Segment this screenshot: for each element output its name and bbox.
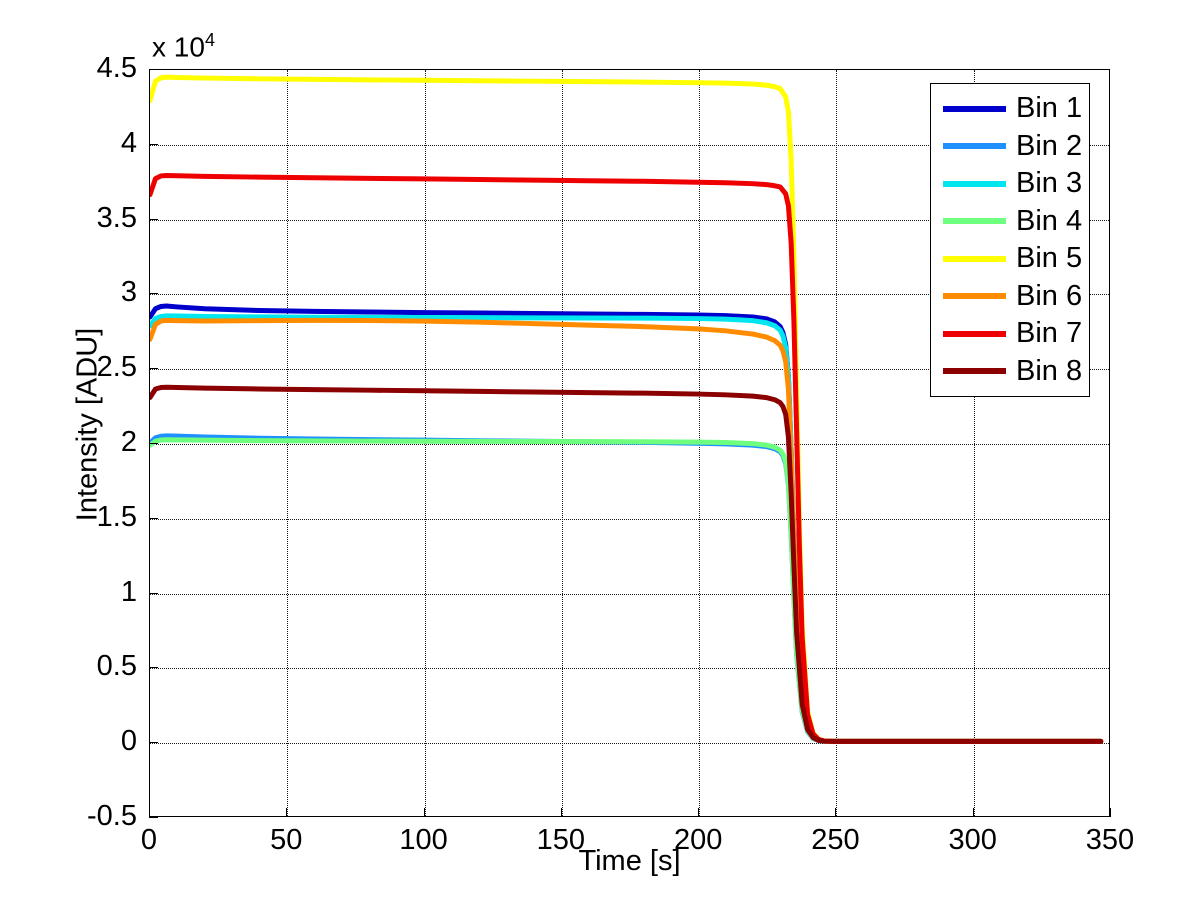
- x-tickmark: [423, 808, 425, 817]
- series-line-bin-4: [150, 437, 1104, 744]
- y-tickmark: [149, 293, 158, 295]
- x-tick-label: 100: [399, 824, 448, 856]
- x-axis-title: Time [s]: [578, 845, 681, 877]
- y-tick-label: -0.5: [87, 800, 137, 832]
- y-tickmark: [149, 592, 158, 594]
- legend-entry-bin-6[interactable]: Bin 6: [931, 278, 1089, 316]
- y-tickmark: [149, 218, 158, 220]
- x-tick-label: 0: [140, 824, 158, 856]
- legend-color-swatch: [943, 330, 1006, 337]
- y-tickmark: [149, 443, 158, 444]
- y-axis-title: Intensity [ADU]: [71, 327, 104, 522]
- legend: Bin 1 Bin 2 Bin 3 Bin 4 Bin 5 Bin 6 Bin 7 Bin 8: [930, 83, 1090, 397]
- x-tickmark: [972, 808, 974, 817]
- x-tickmark: [835, 808, 837, 817]
- y-tickmark: [149, 368, 158, 370]
- legend-color-swatch: [943, 218, 1006, 225]
- legend-label: Bin 5: [1016, 242, 1083, 275]
- x-tickmark: [698, 808, 700, 817]
- legend-label: Bin 2: [1016, 129, 1083, 162]
- y-tick-label: 0.5: [96, 650, 137, 683]
- exponent-mantissa: x 10: [152, 31, 205, 63]
- x-tick-label: 50: [270, 824, 303, 856]
- legend-color-swatch: [943, 180, 1006, 187]
- legend-color-swatch: [943, 255, 1006, 262]
- legend-label: Bin 8: [1016, 354, 1083, 387]
- exponent-power: 4: [204, 30, 215, 50]
- legend-label: Bin 1: [1016, 92, 1083, 125]
- y-tick-label: 3.5: [96, 201, 137, 234]
- y-tick-label: 3: [120, 276, 137, 309]
- x-tickmark: [286, 808, 288, 817]
- legend-entry-bin-7[interactable]: Bin 7: [931, 315, 1089, 353]
- x-tick-label: 250: [811, 824, 860, 856]
- legend-label: Bin 7: [1016, 317, 1083, 350]
- y-axis-exponent-label: x 104: [152, 30, 215, 63]
- legend-entry-bin-2[interactable]: Bin 2: [931, 128, 1089, 166]
- x-tick-label: 350: [1085, 824, 1135, 856]
- legend-entry-bin-1[interactable]: Bin 1: [931, 90, 1089, 128]
- x-tick-label: 150: [536, 824, 586, 856]
- x-tick-label: 200: [673, 824, 723, 856]
- legend-color-swatch: [943, 143, 1006, 150]
- y-tick-label: 2.5: [96, 351, 137, 384]
- y-tick-label: 2: [120, 426, 137, 458]
- legend-label: Bin 4: [1016, 204, 1083, 237]
- legend-entry-bin-8[interactable]: Bin 8: [931, 353, 1089, 391]
- x-tickmark: [1110, 808, 1111, 817]
- legend-color-swatch: [943, 105, 1006, 112]
- y-tick-label: 4.5: [96, 52, 137, 84]
- y-tickmark: [149, 69, 158, 70]
- y-tickmark: [149, 817, 158, 818]
- legend-color-swatch: [943, 368, 1006, 375]
- legend-label: Bin 6: [1016, 279, 1083, 312]
- series-line-bin-8: [150, 384, 1104, 744]
- y-tickmark: [149, 517, 158, 519]
- legend-label: Bin 3: [1016, 167, 1083, 200]
- x-tick-label: 300: [948, 824, 997, 856]
- legend-entry-bin-4[interactable]: Bin 4: [931, 203, 1089, 241]
- curves-svg: [150, 74, 1104, 744]
- y-tick-label: 0: [120, 725, 137, 758]
- legend-entry-bin-3[interactable]: Bin 3: [931, 165, 1089, 203]
- legend-entry-bin-5[interactable]: Bin 5: [931, 240, 1089, 278]
- y-tickmark: [149, 667, 158, 669]
- x-tickmark: [560, 808, 562, 817]
- series-line-bin-2: [150, 433, 1104, 744]
- x-tickmark: [149, 808, 150, 817]
- y-tickmark: [149, 742, 158, 744]
- legend-color-swatch: [943, 293, 1006, 300]
- y-tick-label: 1: [120, 575, 137, 608]
- y-tick-label: 1.5: [96, 500, 137, 533]
- series-line-bin-7: [150, 172, 1104, 744]
- y-tickmark: [149, 143, 158, 145]
- y-tick-label: 4: [120, 126, 137, 159]
